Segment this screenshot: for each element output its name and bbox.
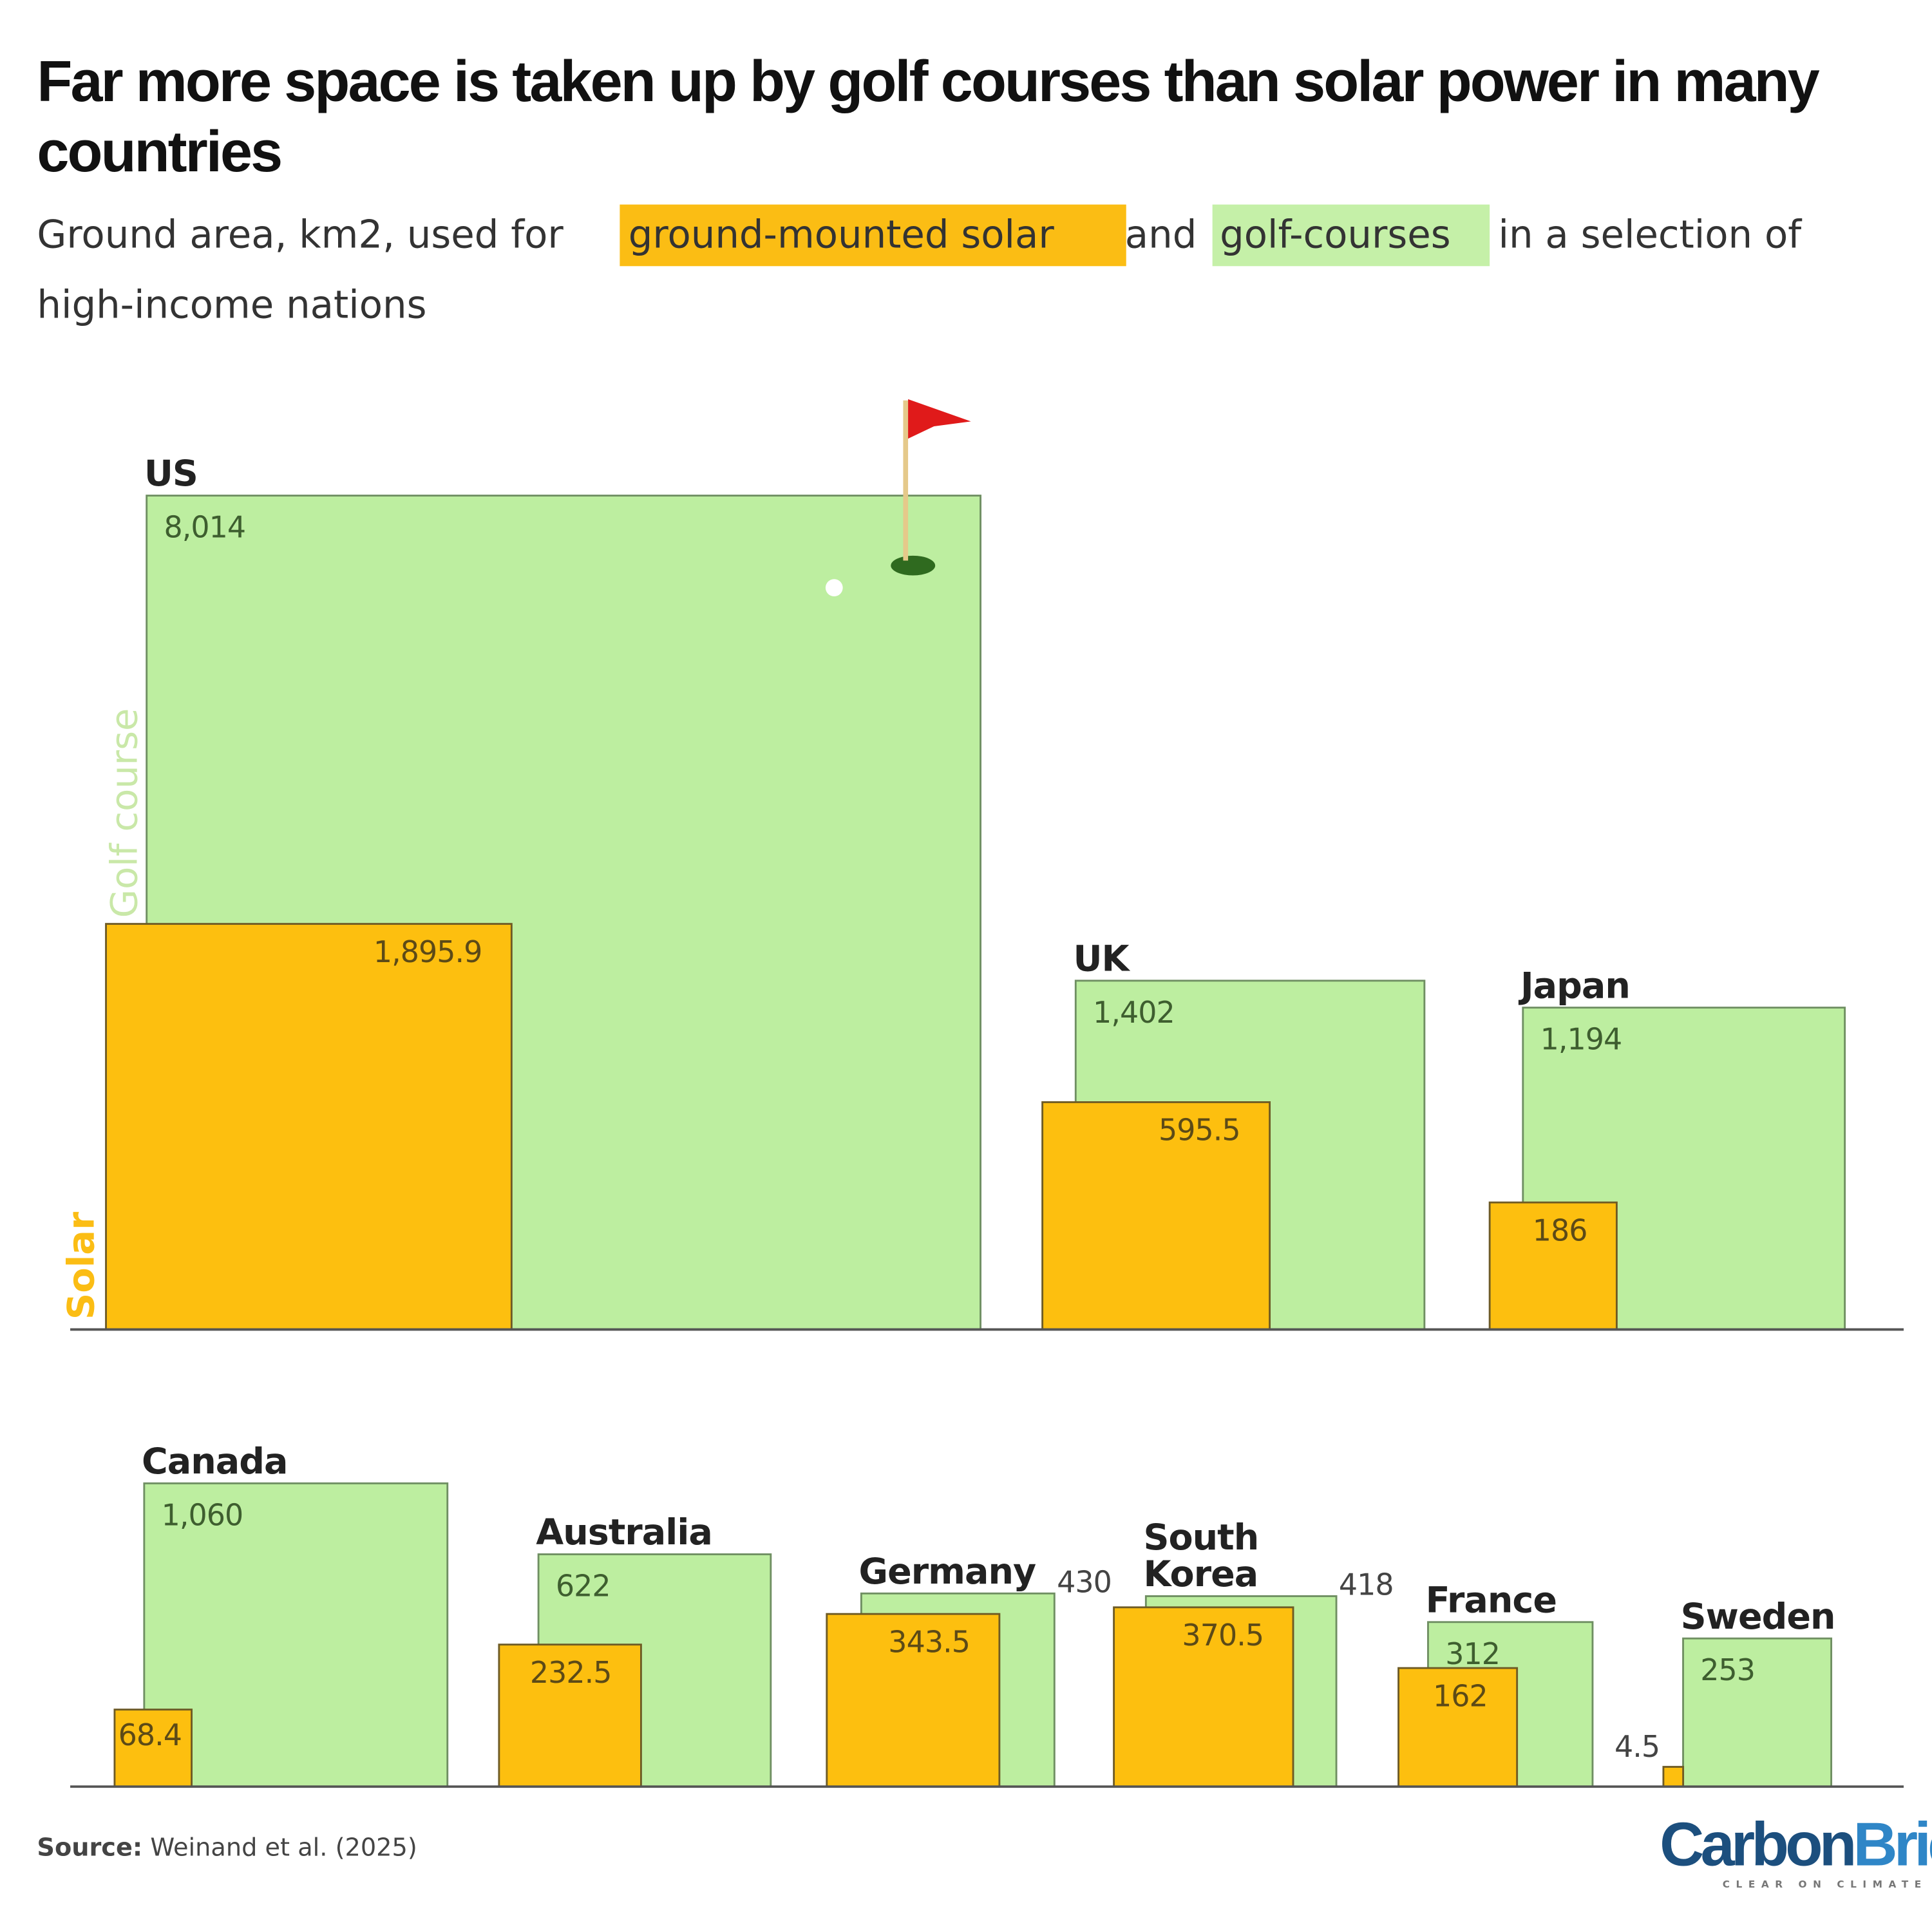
country-group-uk: UK 1,402 595.5	[1041, 939, 1426, 1331]
solar-value-us: 1,895.9	[374, 934, 482, 969]
svg-text:CarbonBrief: CarbonBrief	[1660, 1810, 1932, 1879]
solar-bar-japan	[1488, 1201, 1618, 1331]
country-label-south-korea: South Korea	[1144, 1517, 1259, 1595]
subtitle-part-2: and	[1125, 213, 1197, 257]
golf-value-south-korea: 418	[1339, 1567, 1394, 1602]
solar-value-sweden: 4.5	[1615, 1729, 1660, 1764]
golf-value-uk: 1,402	[1093, 995, 1175, 1030]
country-label-germany: Germany	[859, 1551, 1036, 1593]
solar-bar-germany	[826, 1613, 1001, 1788]
country-group-germany: Germany 430 343.5	[826, 1551, 1112, 1788]
country-group-australia: Australia 622 232.5	[498, 1512, 772, 1788]
svg-text:CLEAR ON CLIMATE: CLEAR ON CLIMATE	[1723, 1879, 1927, 1890]
solar-highlight	[620, 204, 1126, 267]
golf-value-us: 8,014	[164, 510, 245, 545]
solar-value-canada: 68.4	[118, 1718, 182, 1752]
subtitle-part-1: Ground area, km2, used for	[37, 213, 564, 257]
golf-highlight	[1212, 204, 1490, 267]
subtitle-part-3: in a selection of	[1499, 213, 1803, 257]
golf-course-axis-label: Golf course	[102, 708, 146, 918]
country-group-south-korea: South Korea 418 370.5	[1113, 1517, 1394, 1788]
solar-bar-sweden	[1662, 1766, 1685, 1788]
golf-value-canada: 1,060	[162, 1497, 243, 1532]
golf-flag-icon	[825, 399, 971, 597]
golf-ball-icon	[825, 579, 843, 597]
golf-value-australia: 622	[556, 1569, 611, 1604]
country-label-us: US	[144, 453, 198, 495]
subtitle-solar: ground-mounted solar	[629, 213, 1055, 257]
golf-value-sweden: 253	[1700, 1653, 1755, 1687]
country-group-us: US 8,014 1,895.9	[105, 453, 981, 1331]
country-label-uk: UK	[1073, 939, 1130, 980]
solar-bar-france	[1397, 1667, 1519, 1788]
solar-bar-canada	[113, 1709, 193, 1788]
country-group-sweden: Sweden 253 4.5	[1615, 1596, 1836, 1788]
country-group-france: France 312 162	[1397, 1580, 1594, 1788]
golf-value-japan: 1,194	[1540, 1022, 1622, 1057]
country-label-sweden: Sweden	[1681, 1596, 1835, 1638]
country-group-canada: Canada 1,060 68.4	[113, 1441, 449, 1788]
solar-axis-label: Solar	[59, 1211, 102, 1320]
solar-bar-uk	[1041, 1101, 1271, 1331]
subtitle-golf: golf-courses	[1220, 213, 1451, 257]
subtitle-line-2: high-income nations	[37, 283, 426, 327]
chart-subtitle: Ground area, km2, used for ground-mounte…	[37, 204, 1803, 327]
golf-value-france: 312	[1445, 1636, 1500, 1671]
carbonbrief-logo: CarbonBrief CLEAR ON CLIMATE	[1660, 1810, 1932, 1890]
chart-title-line-2: countries	[37, 120, 281, 184]
country-label-australia: Australia	[536, 1512, 712, 1553]
solar-value-south-korea: 370.5	[1182, 1618, 1264, 1653]
source-label: Source: Weinand et al. (2025)	[37, 1833, 417, 1862]
golf-bar-sweden	[1682, 1637, 1833, 1788]
golf-value-germany: 430	[1057, 1564, 1112, 1599]
solar-value-japan: 186	[1533, 1213, 1587, 1247]
solar-bar-us	[105, 923, 513, 1331]
country-label-france: France	[1426, 1580, 1557, 1621]
chart-title-line-1: Far more space is taken up by golf cours…	[37, 50, 1819, 114]
solar-bar-south-korea	[1113, 1606, 1294, 1788]
country-label-canada: Canada	[142, 1441, 287, 1482]
solar-value-australia: 232.5	[530, 1655, 612, 1690]
solar-value-uk: 595.5	[1159, 1113, 1240, 1148]
solar-value-france: 162	[1433, 1678, 1488, 1713]
country-group-japan: Japan 1,194 186	[1488, 965, 1846, 1331]
solar-value-germany: 343.5	[888, 1624, 970, 1659]
golf-bar-canada	[143, 1482, 449, 1788]
country-label-japan: Japan	[1518, 965, 1630, 1007]
